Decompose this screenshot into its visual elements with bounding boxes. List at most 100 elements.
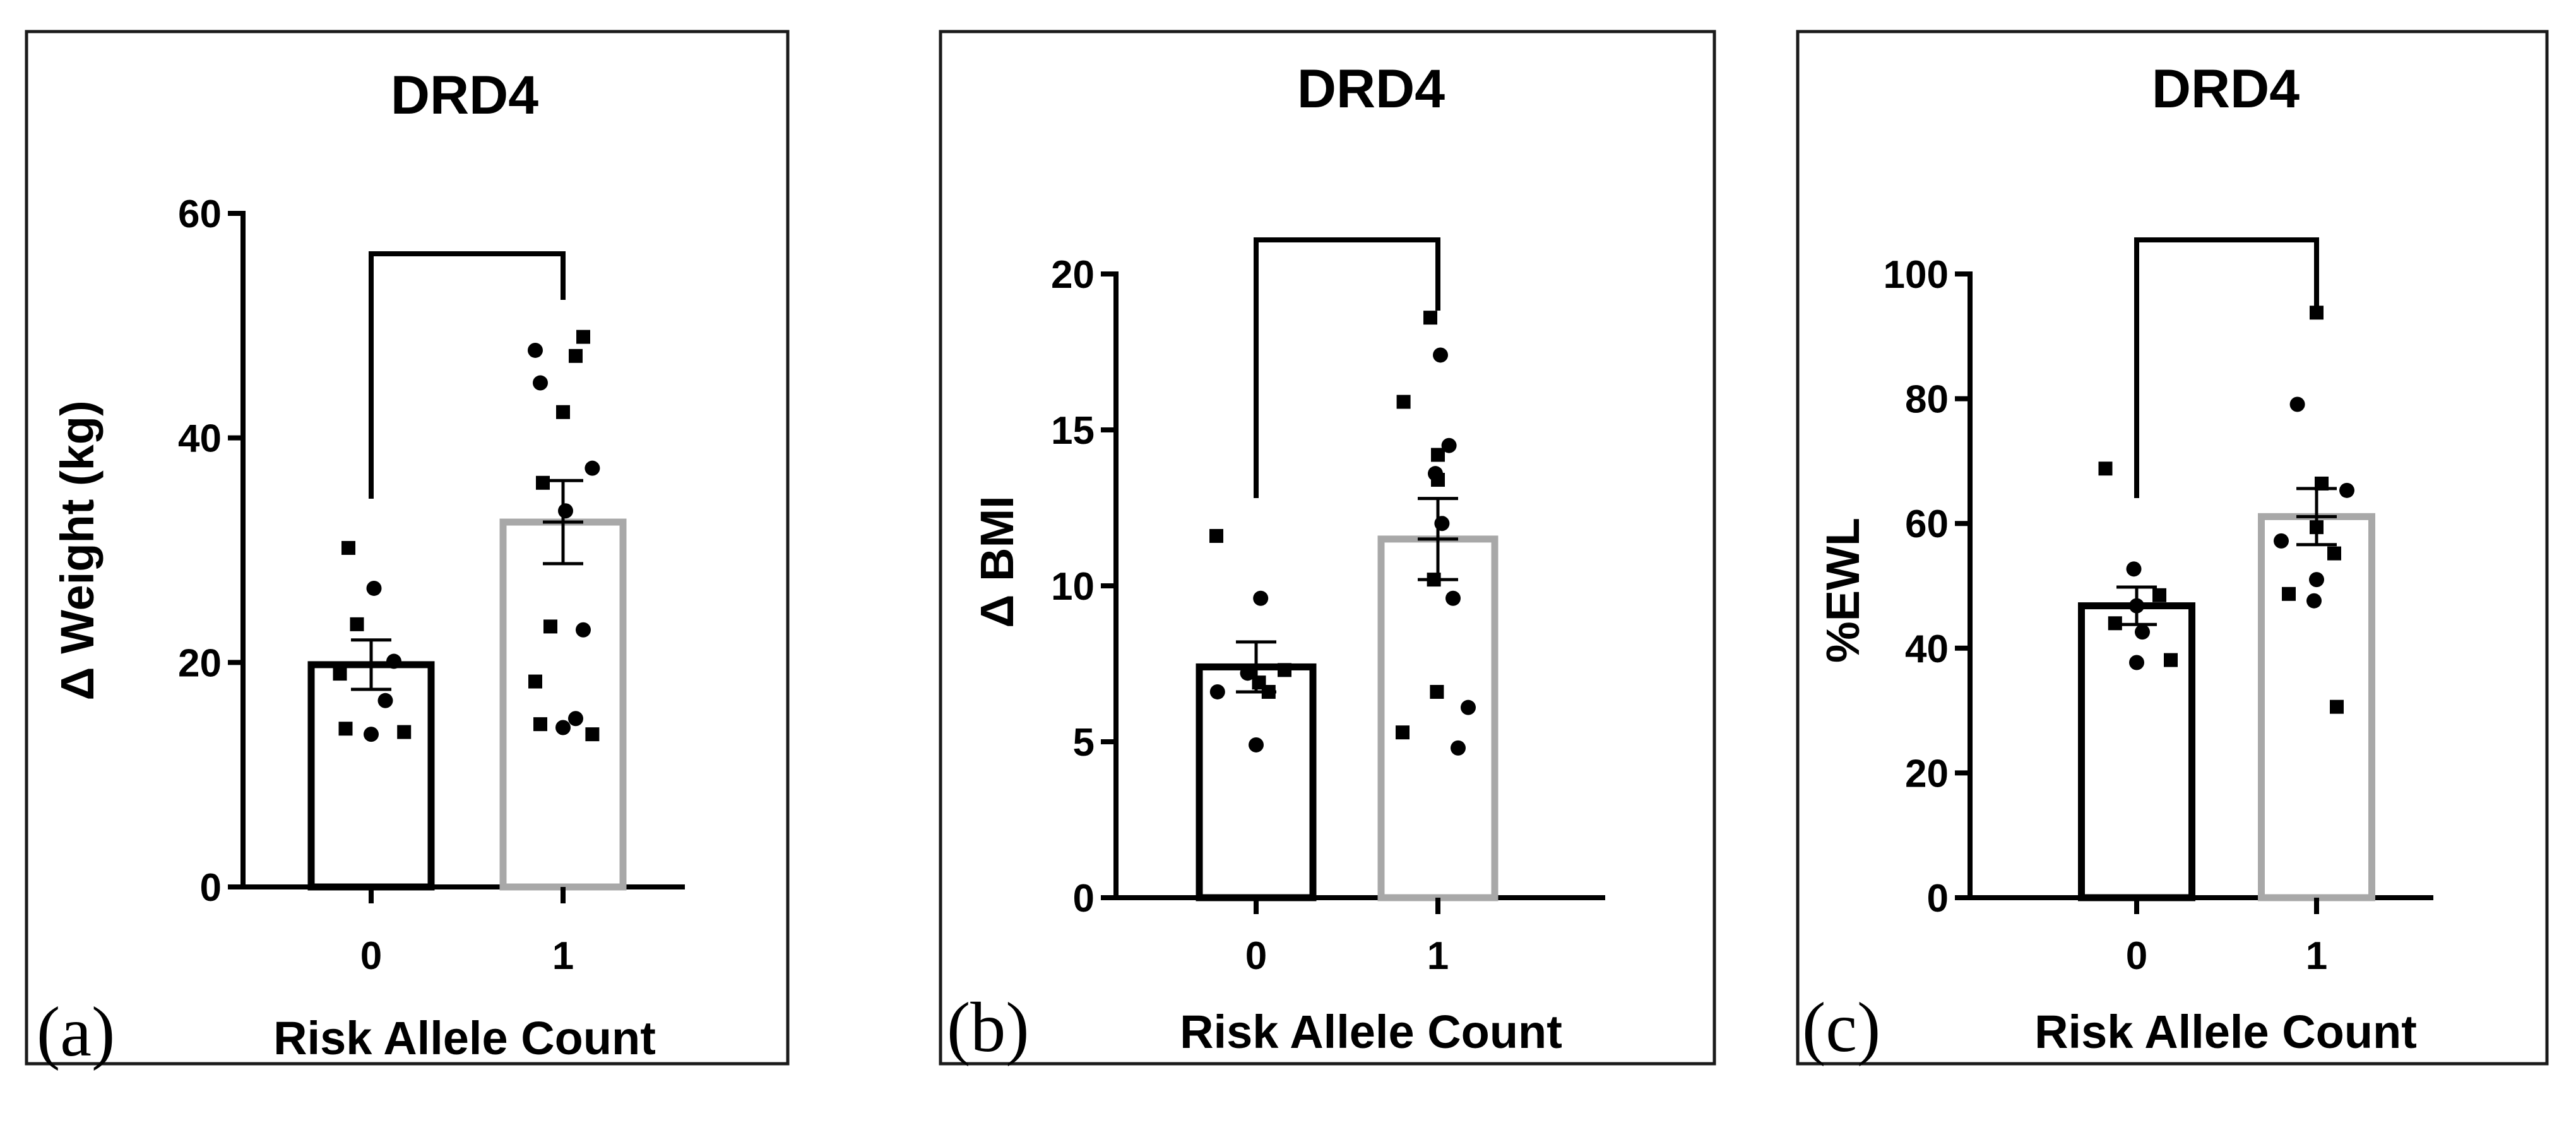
- data-point: [350, 617, 364, 631]
- y-tick-label: 20: [1905, 752, 1949, 795]
- panel-frame: [1796, 30, 2549, 1066]
- data-point: [2274, 533, 2289, 549]
- data-point: [397, 725, 412, 739]
- data-point: [1441, 437, 1457, 453]
- y-tick-label: 10: [1051, 565, 1095, 609]
- data-point: [2315, 476, 2329, 491]
- data-point: [1249, 737, 1264, 752]
- data-point: [1434, 516, 1450, 532]
- chart-title: DRD4: [1297, 59, 1445, 119]
- y-tick-label: 60: [178, 193, 222, 236]
- x-tick-label: 1: [552, 934, 574, 978]
- x-axis-title: Risk Allele Count: [273, 1012, 656, 1064]
- data-point: [1209, 528, 1223, 543]
- data-point: [341, 540, 355, 555]
- data-point: [2108, 616, 2122, 631]
- data-point: [2282, 586, 2296, 601]
- data-point: [377, 693, 393, 708]
- data-point: [1461, 699, 1476, 715]
- y-tick-label: 40: [1905, 627, 1949, 671]
- data-point: [556, 405, 570, 419]
- chart-title: DRD4: [2152, 59, 2300, 119]
- bar-1: [499, 518, 627, 891]
- chart-panel-c: DRD4 0 20 40 60 80 100 0 1 %EWL Risk Allele Count (…: [1796, 30, 2549, 1067]
- y-tick-label: 0: [200, 866, 222, 910]
- y-axis-title: Δ BMI: [971, 496, 1023, 627]
- data-point: [2289, 396, 2305, 412]
- data-point: [1253, 590, 1269, 606]
- significance-bracket: [369, 251, 566, 499]
- data-point: [1451, 740, 1466, 756]
- bar-0: [1196, 663, 1317, 901]
- data-point: [2310, 520, 2324, 535]
- data-point: [1278, 663, 1291, 677]
- y-tick-label: 5: [1073, 721, 1095, 764]
- data-point: [568, 711, 583, 727]
- data-point: [2306, 593, 2322, 609]
- data-point: [1427, 573, 1441, 587]
- data-point: [1261, 684, 1276, 699]
- data-point: [2310, 306, 2324, 320]
- data-point: [1423, 311, 1437, 325]
- data-point: [1396, 725, 1410, 740]
- data-point: [533, 717, 547, 732]
- y-tick-label: 0: [1073, 877, 1095, 920]
- data-point: [2129, 655, 2144, 670]
- data-point: [2330, 699, 2344, 714]
- data-point: [2098, 461, 2113, 476]
- data-point: [536, 475, 550, 490]
- data-point: [585, 727, 600, 742]
- y-tick-label: 15: [1051, 409, 1095, 453]
- x-tick-label: 1: [1427, 934, 1449, 978]
- panel-label: (c): [1802, 989, 1880, 1067]
- data-point: [1445, 590, 1461, 606]
- panel-frame: [25, 30, 790, 1066]
- data-point: [585, 460, 600, 476]
- data-point: [576, 622, 591, 638]
- data-point: [366, 580, 382, 596]
- y-tick-label: 0: [1927, 877, 1949, 920]
- chart-panel-a: DRD4 0 20 40 60 0 1 Δ Weight (kg) Risk Allele Co…: [25, 30, 790, 1071]
- significance-bracket: [1254, 237, 1440, 498]
- data-point: [2327, 546, 2341, 561]
- data-point: [569, 348, 583, 363]
- data-point: [528, 342, 543, 358]
- bar-0: [307, 661, 435, 891]
- data-point: [333, 667, 347, 681]
- panel-label: (a): [37, 993, 115, 1071]
- x-tick-label: 0: [2126, 934, 2147, 978]
- data-point: [1431, 448, 1445, 462]
- data-point: [555, 720, 571, 735]
- data-point: [2152, 588, 2166, 602]
- data-point: [1240, 665, 1255, 681]
- x-tick-label: 0: [360, 934, 382, 978]
- x-axis-title: Risk Allele Count: [1180, 1006, 1562, 1058]
- data-point: [576, 330, 590, 344]
- y-tick-label: 80: [1905, 378, 1949, 422]
- data-point: [2126, 561, 2142, 577]
- x-axis-title: Risk Allele Count: [2034, 1006, 2417, 1058]
- x-tick-label: 1: [2306, 934, 2327, 978]
- data-point: [338, 722, 353, 736]
- panel-frame: [939, 30, 1716, 1066]
- data-point: [558, 503, 573, 519]
- data-point: [2129, 598, 2144, 614]
- bar-1: [1377, 535, 1499, 901]
- data-point: [1430, 684, 1444, 699]
- chart-panel-b: DRD4 0 5 10 15 20 0 1 Δ BMI Risk Allele Count (b): [939, 30, 1716, 1067]
- data-point: [528, 674, 542, 689]
- data-point: [1433, 347, 1448, 363]
- y-tick-label: 40: [178, 417, 222, 461]
- data-point: [2339, 482, 2354, 498]
- data-point: [543, 619, 557, 634]
- data-point: [1396, 395, 1411, 409]
- significance-bracket: [2134, 237, 2319, 498]
- data-point: [364, 727, 379, 742]
- y-tick-label: 20: [1051, 253, 1095, 297]
- data-point: [386, 653, 401, 669]
- y-tick-label: 20: [178, 641, 222, 685]
- data-point: [1209, 684, 1225, 699]
- panel-label: (b): [947, 989, 1030, 1067]
- data-point: [2135, 624, 2150, 640]
